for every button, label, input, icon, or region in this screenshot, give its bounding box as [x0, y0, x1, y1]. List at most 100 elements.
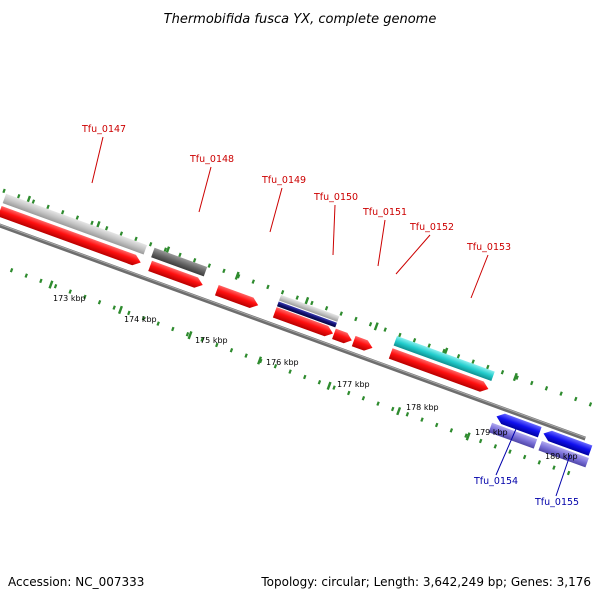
gene-features — [0, 193, 593, 468]
tick-dot — [215, 342, 219, 348]
tick-dot — [383, 327, 387, 332]
tick-dot — [178, 252, 182, 258]
tick-dot — [185, 332, 190, 337]
gene-label[interactable]: Tfu_0153 — [466, 242, 511, 253]
gene-label[interactable]: Tfu_0147 — [81, 124, 126, 135]
tick-dot — [515, 375, 519, 380]
major-tick — [187, 331, 193, 340]
tick-dot — [303, 374, 307, 380]
gene-leader-line — [555, 454, 571, 497]
tick-dot — [390, 406, 395, 412]
gene-leader-line — [495, 428, 517, 476]
tick-dot — [508, 449, 512, 454]
tick-dot — [39, 278, 43, 284]
backbone-line — [0, 176, 586, 441]
tick-dot — [141, 316, 146, 321]
tick-dot — [244, 353, 248, 358]
map-title: Thermobifida fusca YX, complete genome — [164, 12, 437, 27]
tick-dot — [464, 433, 468, 438]
axis-tick-label: 180 kbp — [545, 452, 578, 461]
major-tick — [48, 280, 54, 289]
tick-dot — [361, 396, 366, 401]
tick-dot — [222, 268, 226, 274]
gene-feature — [276, 301, 337, 328]
gene-feature — [151, 247, 208, 277]
tick-dot — [368, 322, 373, 327]
gene-label[interactable]: Tfu_0155 — [534, 497, 579, 508]
tick-dot — [324, 306, 329, 311]
tick-dot — [449, 428, 454, 433]
gene-feature — [2, 193, 148, 255]
gene-leader-line — [198, 166, 212, 213]
gene-feature — [148, 260, 203, 288]
gene-leader-line — [377, 219, 386, 267]
tick-dot — [552, 465, 556, 470]
gene-leader-line — [470, 254, 489, 299]
tick-dot — [119, 231, 124, 236]
tick-dot — [163, 247, 168, 252]
gene-feature — [543, 430, 593, 456]
major-tick — [326, 381, 332, 390]
major-tick — [304, 296, 310, 306]
gene-leader-line — [395, 234, 431, 275]
tick-dot — [207, 263, 211, 268]
tick-dot — [280, 290, 285, 295]
gene-leader-line — [332, 204, 336, 256]
tick-dot — [530, 380, 534, 386]
gene-feature — [214, 284, 259, 308]
tick-dot — [559, 391, 563, 396]
tick-dot — [53, 284, 58, 289]
backbone-highlight — [0, 177, 586, 439]
tick-dot — [522, 454, 527, 460]
tick-dot — [456, 354, 461, 359]
gene-label[interactable]: Tfu_0152 — [409, 222, 454, 233]
axis-tick-label: 176 kbp — [266, 358, 299, 367]
tick-dot — [148, 241, 153, 247]
tick-dot — [537, 460, 542, 465]
tick-dot — [83, 294, 87, 300]
major-tick — [512, 372, 518, 382]
gene-leader-line — [269, 187, 283, 233]
tick-dot — [354, 316, 358, 322]
gene-label[interactable]: Tfu_0150 — [313, 192, 358, 203]
axis-tick-labels: 173 kbp 174 kbp 175 kbp 176 kbp 177 kbp 178 k… — [53, 294, 578, 461]
tick-dot — [60, 209, 65, 215]
tick-dot — [405, 412, 410, 417]
tick-dot — [9, 267, 14, 273]
tick-dot — [420, 417, 424, 422]
gene-label[interactable]: Tfu_0149 — [261, 175, 306, 186]
gene-label[interactable]: Tfu_0148 — [189, 154, 234, 165]
axis-tick-label: 179 kbp — [475, 428, 508, 437]
tick-dot — [566, 470, 571, 476]
tick-dot — [134, 236, 138, 242]
tick-dot — [68, 289, 72, 294]
tick-dot — [266, 284, 270, 290]
major-tick — [234, 271, 240, 280]
major-tick — [465, 432, 471, 441]
tick-dot — [46, 204, 50, 210]
tick-dot — [493, 444, 498, 449]
tick-dot — [427, 343, 431, 348]
tick-dot — [90, 220, 94, 226]
tick-dot — [332, 385, 336, 390]
major-tick — [373, 322, 379, 331]
major-tick — [257, 356, 263, 365]
tick-dot — [588, 402, 593, 407]
gene-label[interactable]: Tfu_0151 — [362, 207, 407, 218]
gene-feature — [272, 307, 334, 337]
tick-dot — [75, 215, 80, 220]
map-track — [0, 176, 593, 476]
gene-label[interactable]: Tfu_0154 — [473, 476, 518, 487]
gene-feature — [388, 348, 489, 392]
tick-dot — [478, 438, 483, 444]
tick-dot — [2, 188, 6, 194]
gene-feature — [0, 205, 141, 266]
tick-dot — [376, 401, 380, 406]
axis-tick-label: 173 kbp — [53, 294, 86, 303]
tick-dot — [31, 199, 36, 204]
major-tick — [117, 305, 123, 315]
tick-dot — [273, 364, 278, 369]
tick-dot — [229, 348, 234, 353]
topology-text: Topology: circular; Length: 3,642,249 bp… — [260, 575, 591, 589]
